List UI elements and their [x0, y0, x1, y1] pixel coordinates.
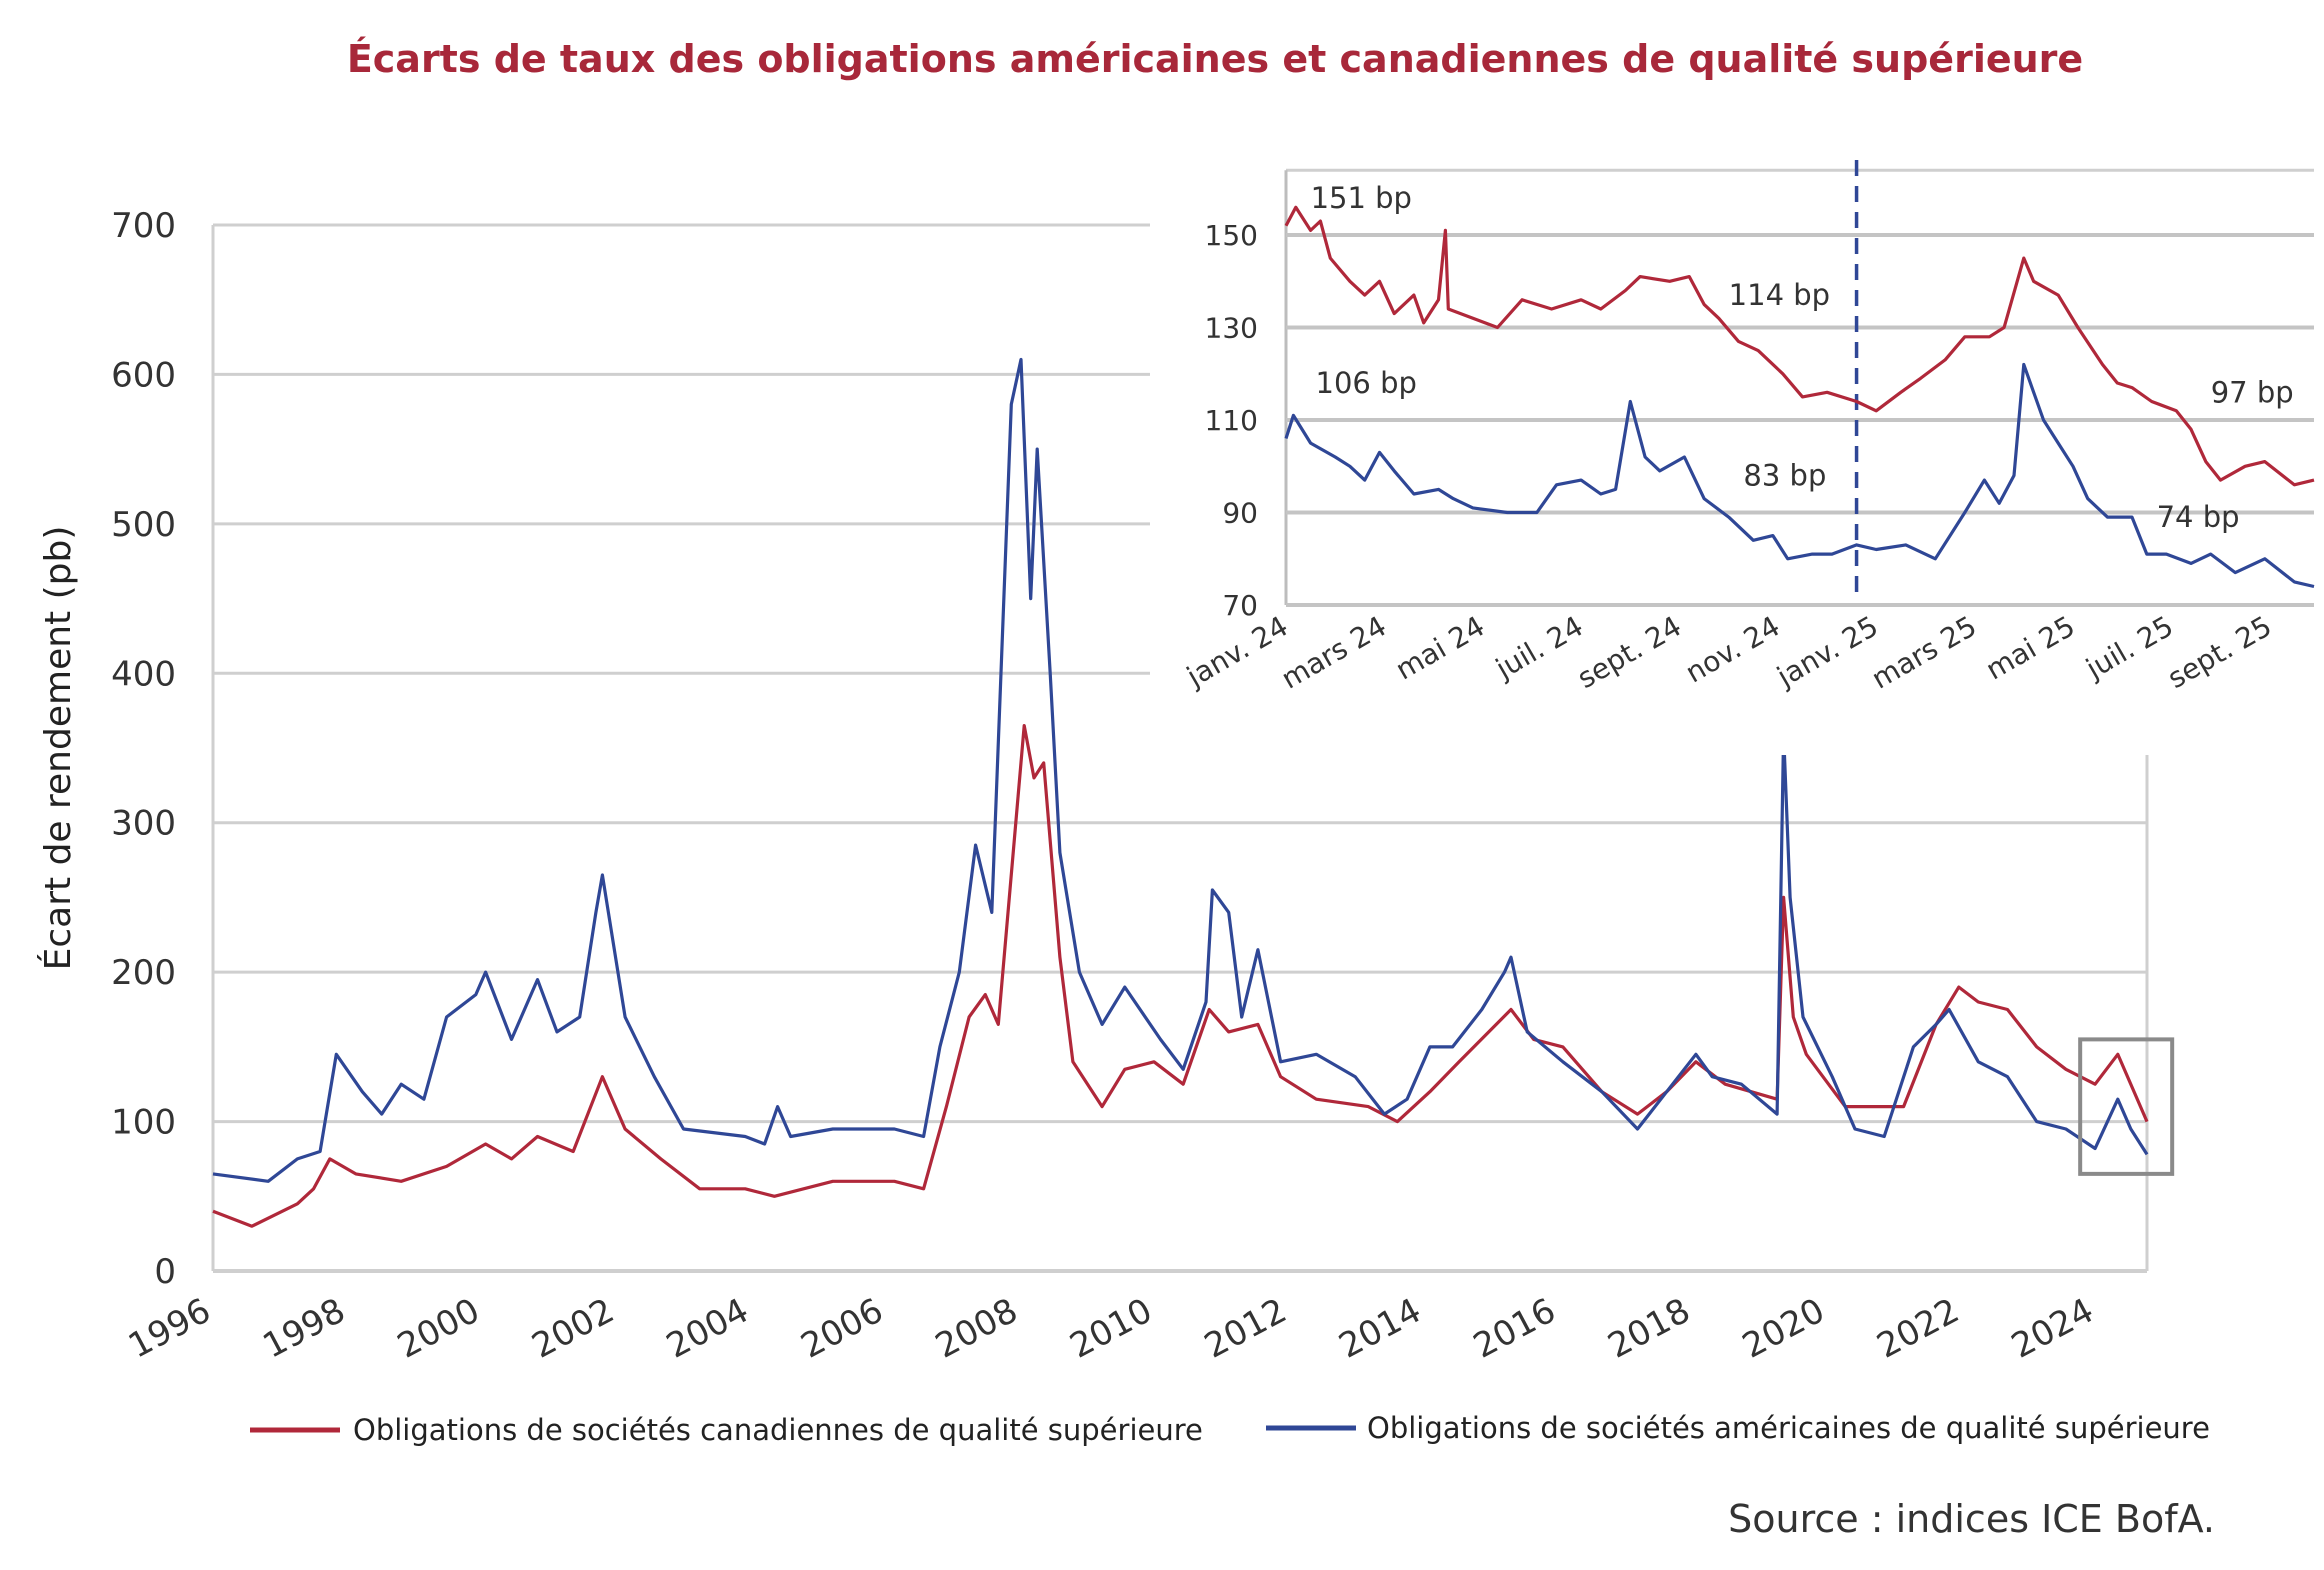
x-tick-label-2010: 2010: [1064, 1291, 1159, 1367]
x-tick-label-1998: 1998: [257, 1291, 352, 1367]
x-tick-label-2016: 2016: [1467, 1291, 1562, 1367]
x-tick-label-2014: 2014: [1333, 1291, 1428, 1367]
chart-title: Écarts de taux des obligations américain…: [347, 37, 2083, 81]
inset-y-tick-label-70: 70: [1222, 589, 1258, 622]
inset-y-tick-label-130: 130: [1205, 312, 1258, 345]
inset-annotation-74-bp: 74 bp: [2157, 500, 2240, 534]
y-tick-label-0: 0: [154, 1252, 176, 1292]
inset-annotation-106-bp: 106 bp: [1316, 366, 1417, 400]
inset-annotations: 151 bp 114 bp 106 bp 83 bp 97 bp 74 bp: [1311, 181, 2294, 534]
inset-annotation-114-bp: 114 bp: [1729, 278, 1830, 312]
inset-y-tick-label-90: 90: [1222, 497, 1258, 530]
x-tick-label-2002: 2002: [526, 1291, 621, 1367]
y-tick-label-700: 700: [111, 206, 176, 246]
main-series: [212, 357, 2149, 1228]
x-tick-label-1996: 1996: [122, 1291, 217, 1367]
legend-label-canada: Obligations de sociétés canadiennes de q…: [353, 1413, 1203, 1447]
main-y-axis-label: Écart de rendement (pb): [37, 526, 79, 971]
inset-annotation-97-bp: 97 bp: [2211, 375, 2294, 409]
x-tick-label-2018: 2018: [1602, 1291, 1697, 1367]
inset-background: [1150, 140, 2324, 755]
inset-line-us: [1284, 362, 2315, 589]
legend-item-us[interactable]: Obligations de sociétés américaines de q…: [1266, 1411, 2210, 1445]
series-line-canada: [212, 723, 2149, 1228]
series-line-us: [212, 357, 2149, 1183]
legend-item-canada[interactable]: Obligations de sociétés canadiennes de q…: [250, 1413, 1203, 1447]
source-note: Source : indices ICE BofA.: [1728, 1497, 2215, 1541]
y-tick-label-500: 500: [111, 505, 176, 545]
inset-annotation-83-bp: 83 bp: [1743, 459, 1826, 493]
y-tick-label-400: 400: [111, 654, 176, 694]
legend: Obligations de sociétés canadiennes de q…: [250, 1411, 2210, 1447]
x-tick-label-2024: 2024: [2005, 1291, 2100, 1367]
y-tick-label-600: 600: [111, 355, 176, 395]
main-y-tick-labels: 0 100 200 300 400 500 600 700: [111, 206, 176, 1292]
inset-highlight-box: [2078, 1037, 2175, 1176]
main-x-tick-labels: 1996 1998 2000 2002 2004 2006 2008 2010 2012 2014…: [122, 1291, 2100, 1367]
y-tick-label-200: 200: [111, 953, 176, 993]
x-tick-label-2020: 2020: [1736, 1291, 1831, 1367]
inset-y-tick-label-150: 150: [1205, 219, 1258, 252]
x-tick-label-2022: 2022: [1871, 1291, 1966, 1367]
x-tick-label-2008: 2008: [929, 1291, 1024, 1367]
inset-line-canada: [1284, 205, 2315, 487]
inset-y-tick-labels: 70 90 110 130 150: [1205, 219, 1258, 622]
x-tick-label-2000: 2000: [391, 1291, 486, 1367]
legend-label-us: Obligations de sociétés américaines de q…: [1367, 1411, 2210, 1445]
x-tick-label-2006: 2006: [795, 1291, 890, 1367]
y-tick-label-300: 300: [111, 804, 176, 844]
x-tick-label-2012: 2012: [1198, 1291, 1293, 1367]
inset-series: [1284, 205, 2315, 589]
inset-gridlines: [1284, 168, 2314, 607]
x-tick-label-2004: 2004: [660, 1291, 755, 1367]
y-tick-label-100: 100: [111, 1103, 176, 1143]
inset-annotation-151-bp: 151 bp: [1311, 181, 1412, 215]
inset-y-tick-label-110: 110: [1205, 404, 1258, 437]
